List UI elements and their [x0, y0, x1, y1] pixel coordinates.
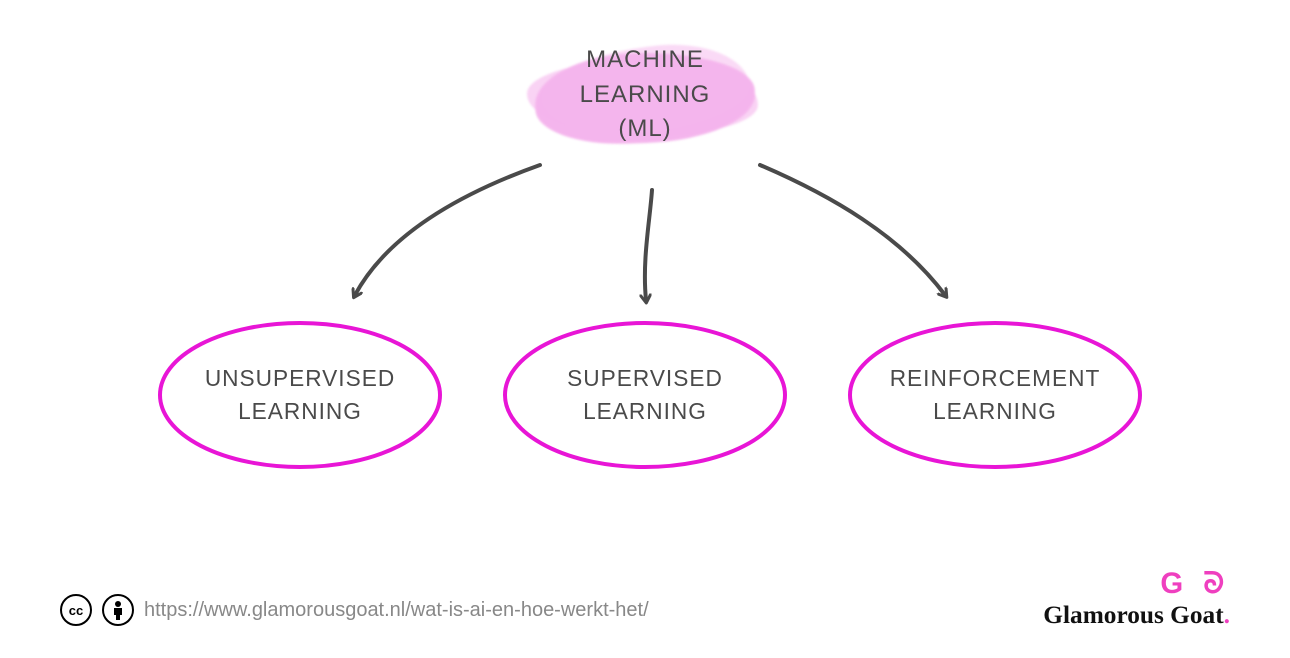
child-node-unsupervised: UNSUPERVISED LEARNING [160, 323, 440, 467]
cc-icon-label: cc [69, 604, 83, 617]
child-node-supervised: SUPERVISED LEARNING [505, 323, 785, 467]
source-url: https://www.glamorousgoat.nl/wat-is-ai-e… [144, 599, 649, 622]
diagram-stage: MACHINE LEARNING (ML) UNSUPERVISED LEARN… [0, 0, 1290, 658]
brand-dot-icon: . [1224, 601, 1230, 629]
brand-name-text: Glamorous Goat [1043, 601, 1223, 629]
footer: cc https://www.glamorousgoat.nl/wat-is-a… [60, 594, 649, 626]
attribution-icon [102, 594, 134, 626]
child-label: REINFORCEMENT LEARNING [890, 362, 1101, 428]
root-node: MACHINE LEARNING (ML) [525, 35, 765, 155]
root-label: MACHINE LEARNING (ML) [580, 43, 711, 147]
child-node-reinforcement: REINFORCEMENT LEARNING [850, 323, 1140, 467]
brand-name: Glamorous Goat. [1043, 601, 1230, 630]
child-label: SUPERVISED LEARNING [567, 362, 723, 428]
cc-icon: cc [60, 594, 92, 626]
child-label: UNSUPERVISED LEARNING [205, 362, 395, 428]
brand-mark-icon: G ᘐ [1043, 567, 1230, 601]
brand-block: G ᘐ Glamorous Goat. [1043, 567, 1230, 630]
